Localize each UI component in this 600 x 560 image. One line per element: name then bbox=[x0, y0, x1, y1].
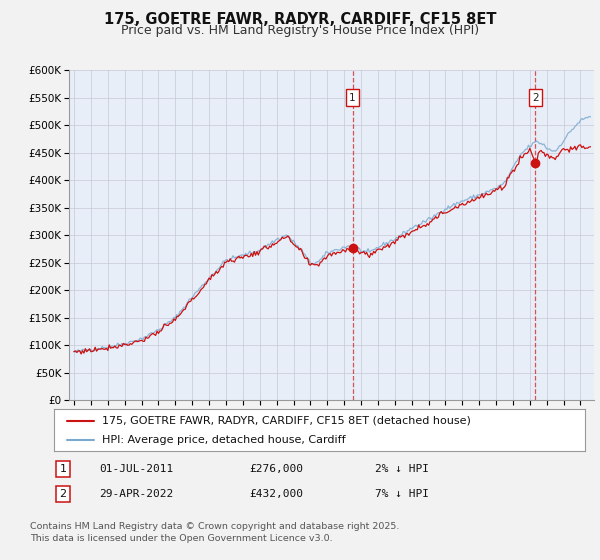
Text: £276,000: £276,000 bbox=[249, 464, 303, 474]
Text: Price paid vs. HM Land Registry's House Price Index (HPI): Price paid vs. HM Land Registry's House … bbox=[121, 24, 479, 36]
Text: 2% ↓ HPI: 2% ↓ HPI bbox=[375, 464, 429, 474]
Text: 01-JUL-2011: 01-JUL-2011 bbox=[99, 464, 173, 474]
Text: Contains HM Land Registry data © Crown copyright and database right 2025.
This d: Contains HM Land Registry data © Crown c… bbox=[30, 522, 400, 543]
Text: 1: 1 bbox=[59, 464, 67, 474]
Text: £432,000: £432,000 bbox=[249, 489, 303, 499]
Text: 7% ↓ HPI: 7% ↓ HPI bbox=[375, 489, 429, 499]
Text: 2: 2 bbox=[532, 92, 539, 102]
Text: HPI: Average price, detached house, Cardiff: HPI: Average price, detached house, Card… bbox=[102, 435, 346, 445]
Text: 29-APR-2022: 29-APR-2022 bbox=[99, 489, 173, 499]
Text: 2: 2 bbox=[59, 489, 67, 499]
Text: 175, GOETRE FAWR, RADYR, CARDIFF, CF15 8ET: 175, GOETRE FAWR, RADYR, CARDIFF, CF15 8… bbox=[104, 12, 496, 27]
Text: 175, GOETRE FAWR, RADYR, CARDIFF, CF15 8ET (detached house): 175, GOETRE FAWR, RADYR, CARDIFF, CF15 8… bbox=[102, 416, 470, 426]
Text: 1: 1 bbox=[349, 92, 356, 102]
